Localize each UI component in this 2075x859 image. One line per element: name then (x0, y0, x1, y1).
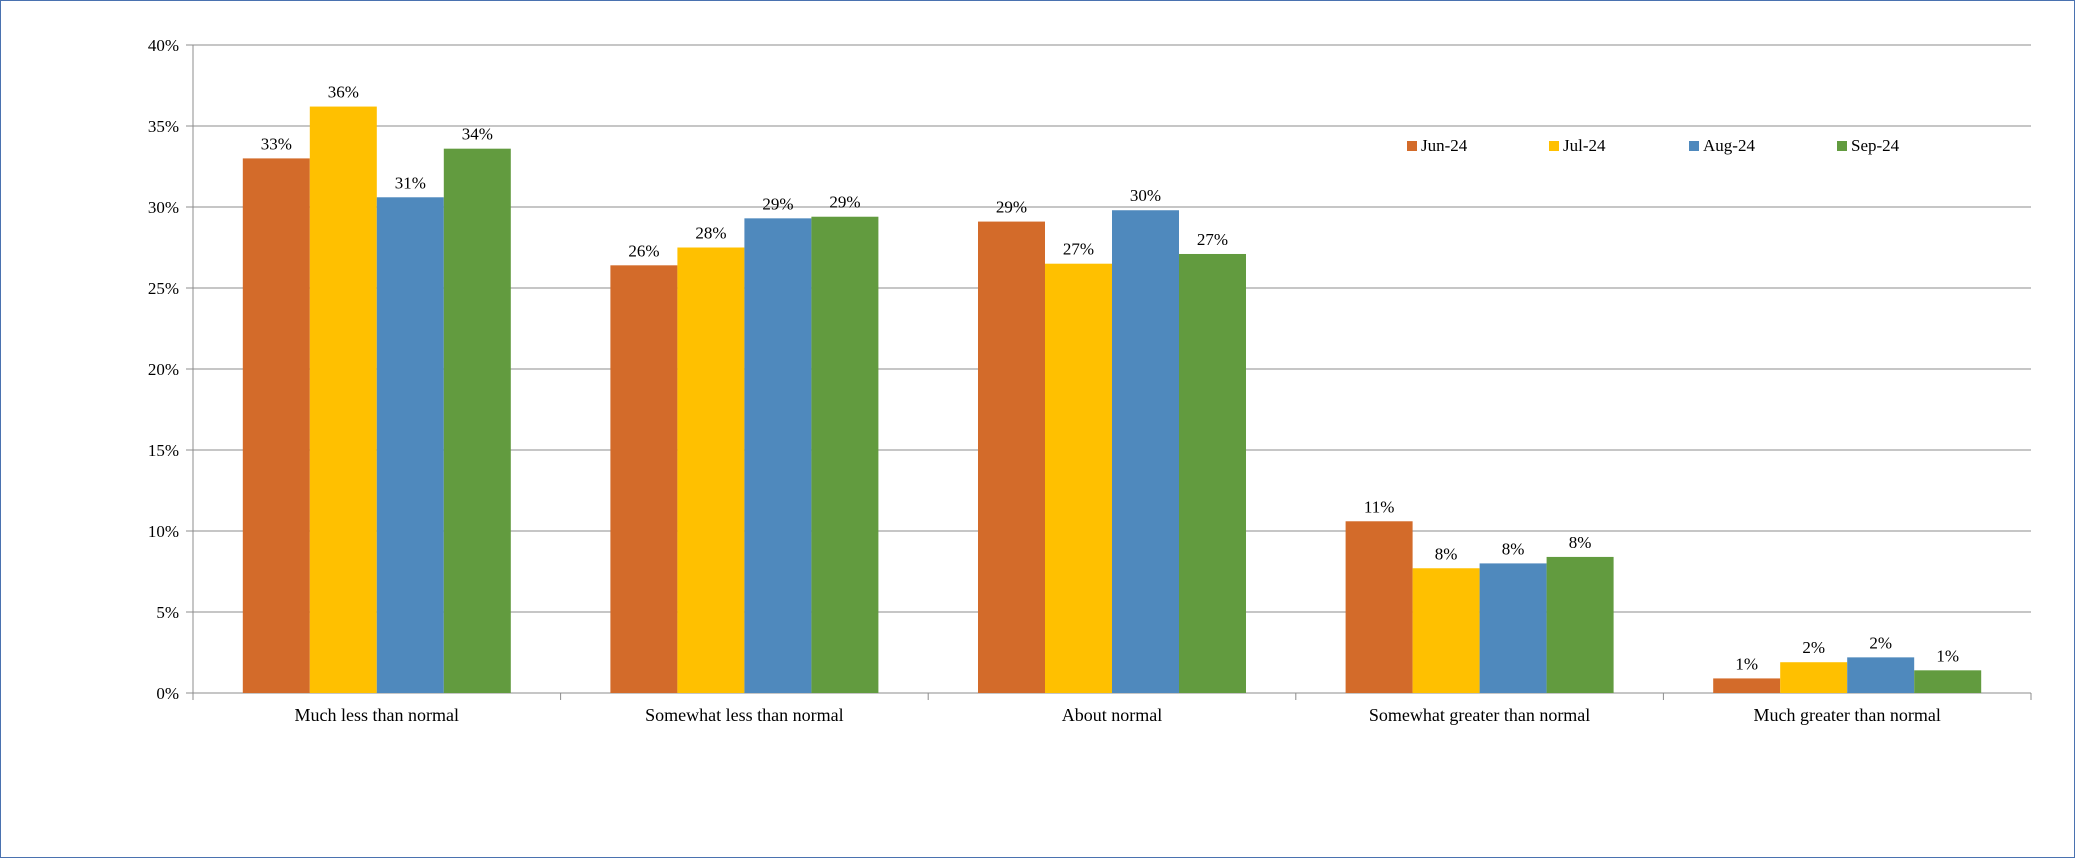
bar (443, 148, 511, 693)
data-label: 29% (996, 198, 1027, 217)
x-tick-label: Much less than normal (295, 705, 459, 725)
bar (610, 265, 678, 693)
bar (1546, 556, 1614, 693)
bar (1045, 263, 1112, 693)
data-label: 11% (1364, 497, 1395, 516)
data-label: 36% (328, 83, 359, 102)
bar (811, 216, 879, 693)
data-label: 26% (628, 241, 659, 260)
data-label: 30% (1130, 186, 1161, 205)
x-tick-label: About normal (1062, 705, 1163, 725)
bar (309, 106, 377, 693)
data-label: 8% (1569, 533, 1592, 552)
x-tick-label: Much greater than normal (1753, 705, 1940, 725)
bar (677, 247, 745, 693)
y-tick-label: 25% (148, 279, 179, 298)
legend-label: Aug-24 (1703, 136, 1755, 155)
bar (1780, 662, 1848, 693)
legend-swatch (1689, 141, 1699, 151)
data-label: 2% (1802, 638, 1825, 657)
data-label: 29% (829, 193, 860, 212)
data-label: 29% (762, 194, 793, 213)
bar (242, 158, 310, 693)
y-tick-label: 15% (148, 441, 179, 460)
bar (376, 197, 444, 693)
legend-swatch (1549, 141, 1559, 151)
bar (1479, 563, 1547, 693)
bar (1847, 657, 1915, 693)
y-tick-label: 10% (148, 522, 179, 541)
data-label: 27% (1063, 240, 1094, 259)
y-tick-label: 40% (148, 36, 179, 55)
data-label: 8% (1502, 539, 1525, 558)
bar (1179, 253, 1246, 694)
legend-label: Sep-24 (1851, 136, 1900, 155)
y-tick-label: 5% (156, 603, 179, 622)
x-tick-label: Somewhat less than normal (645, 705, 843, 725)
data-label: 8% (1435, 544, 1458, 563)
data-label: 33% (261, 134, 292, 153)
data-label: 1% (1936, 646, 1959, 665)
legend-label: Jun-24 (1421, 136, 1468, 155)
y-tick-label: 35% (148, 117, 179, 136)
data-label: 2% (1869, 633, 1892, 652)
bar (1412, 568, 1480, 693)
x-tick-label: Somewhat greater than normal (1369, 705, 1590, 725)
data-label: 34% (462, 125, 493, 144)
legend-swatch (1837, 141, 1847, 151)
bar (1713, 678, 1781, 693)
bar (978, 221, 1045, 693)
legend-label: Jul-24 (1563, 136, 1606, 155)
bar (1345, 521, 1413, 693)
bar (1914, 670, 1982, 693)
bar (744, 218, 812, 693)
bar (1112, 210, 1179, 694)
y-tick-label: 30% (148, 198, 179, 217)
data-label: 1% (1735, 654, 1758, 673)
data-label: 28% (695, 224, 726, 243)
data-label: 31% (395, 173, 426, 192)
y-tick-label: 0% (156, 684, 179, 703)
data-label: 27% (1197, 230, 1228, 249)
y-tick-label: 20% (148, 360, 179, 379)
legend-swatch (1407, 141, 1417, 151)
